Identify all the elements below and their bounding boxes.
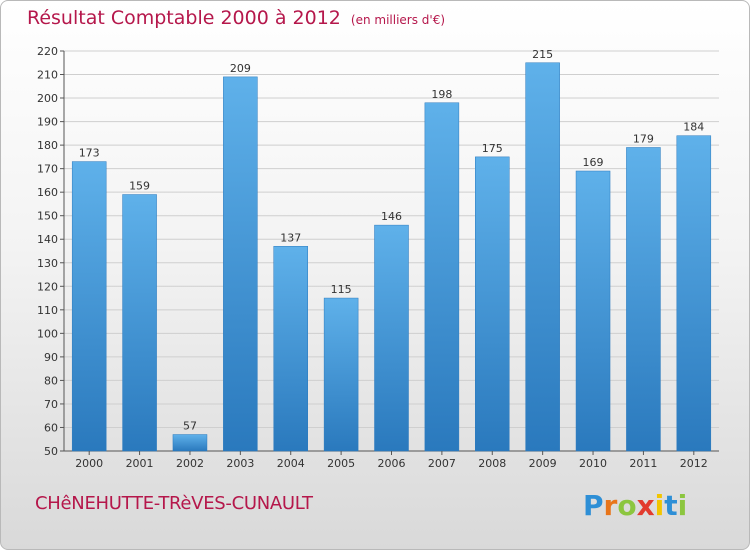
bar-value-label: 179 — [633, 132, 654, 145]
bar — [223, 76, 258, 452]
bar — [172, 434, 208, 452]
logo-letter: i — [654, 489, 665, 522]
y-tick-label: 130 — [37, 257, 58, 270]
bar-value-label: 184 — [683, 121, 704, 134]
bar — [424, 102, 460, 452]
x-tick-label: 2008 — [478, 457, 506, 470]
y-tick-label: 70 — [44, 398, 58, 411]
bar-value-label: 173 — [79, 147, 100, 160]
bar-value-label: 159 — [129, 180, 150, 193]
y-tick-label: 110 — [37, 304, 58, 317]
bar — [323, 297, 359, 452]
x-tick-label: 2001 — [126, 457, 154, 470]
x-tick-label: 2002 — [176, 457, 204, 470]
bar-value-label: 115 — [331, 283, 352, 296]
y-tick-label: 200 — [37, 92, 58, 105]
bar — [525, 62, 560, 452]
x-tick-label: 2011 — [629, 457, 657, 470]
logo-letter: r — [603, 489, 618, 522]
bar — [122, 194, 157, 452]
y-tick-label: 170 — [37, 163, 58, 176]
y-tick-label: 50 — [44, 445, 58, 458]
y-tick-label: 60 — [44, 421, 58, 434]
bar-value-label: 146 — [381, 210, 402, 223]
bar-value-label: 209 — [230, 62, 251, 75]
x-tick-label: 2009 — [529, 457, 557, 470]
x-tick-label: 2000 — [75, 457, 103, 470]
chart-title: Résultat Comptable 2000 à 2012 (en millie… — [27, 7, 445, 29]
bar-value-label: 57 — [183, 420, 197, 433]
y-tick-label: 190 — [37, 116, 58, 129]
logo-letter: P — [583, 489, 604, 522]
x-tick-label: 2005 — [327, 457, 355, 470]
logo-letter: x — [636, 489, 655, 522]
bar-value-label: 175 — [482, 142, 503, 155]
commune-name: CHêNEHUTTE-TRèVES-CUNAULT — [35, 493, 313, 514]
chart-subtitle: (en milliers d'€) — [350, 13, 446, 27]
proxiti-logo: Proxiti — [583, 489, 687, 522]
bar-value-label: 198 — [431, 88, 452, 101]
x-tick-label: 2003 — [226, 457, 254, 470]
y-tick-label: 140 — [37, 233, 58, 246]
y-tick-label: 120 — [37, 280, 58, 293]
bar-value-label: 215 — [532, 48, 553, 61]
bar-value-label: 169 — [583, 156, 604, 169]
y-tick-label: 100 — [37, 327, 58, 340]
y-tick-label: 80 — [44, 374, 58, 387]
chart-title-text: Résultat Comptable 2000 à 2012 — [27, 7, 341, 29]
bar — [374, 224, 409, 452]
x-tick-label: 2004 — [277, 457, 305, 470]
x-tick-label: 2006 — [378, 457, 406, 470]
logo-letter: t — [664, 489, 678, 522]
y-tick-label: 160 — [37, 186, 58, 199]
logo-letter: o — [617, 489, 637, 522]
bar — [71, 161, 107, 452]
x-tick-label: 2012 — [680, 457, 708, 470]
y-tick-label: 210 — [37, 69, 58, 82]
bar-value-label: 137 — [280, 231, 301, 244]
x-tick-label: 2007 — [428, 457, 456, 470]
y-tick-label: 90 — [44, 351, 58, 364]
logo-letter: i — [677, 489, 688, 522]
y-tick-label: 220 — [37, 45, 58, 58]
bar — [475, 156, 510, 452]
x-tick-label: 2010 — [579, 457, 607, 470]
y-tick-label: 180 — [37, 139, 58, 152]
bar — [575, 170, 611, 452]
y-tick-label: 150 — [37, 210, 58, 223]
bar — [676, 135, 712, 452]
bar — [626, 147, 661, 452]
bar — [273, 246, 308, 452]
